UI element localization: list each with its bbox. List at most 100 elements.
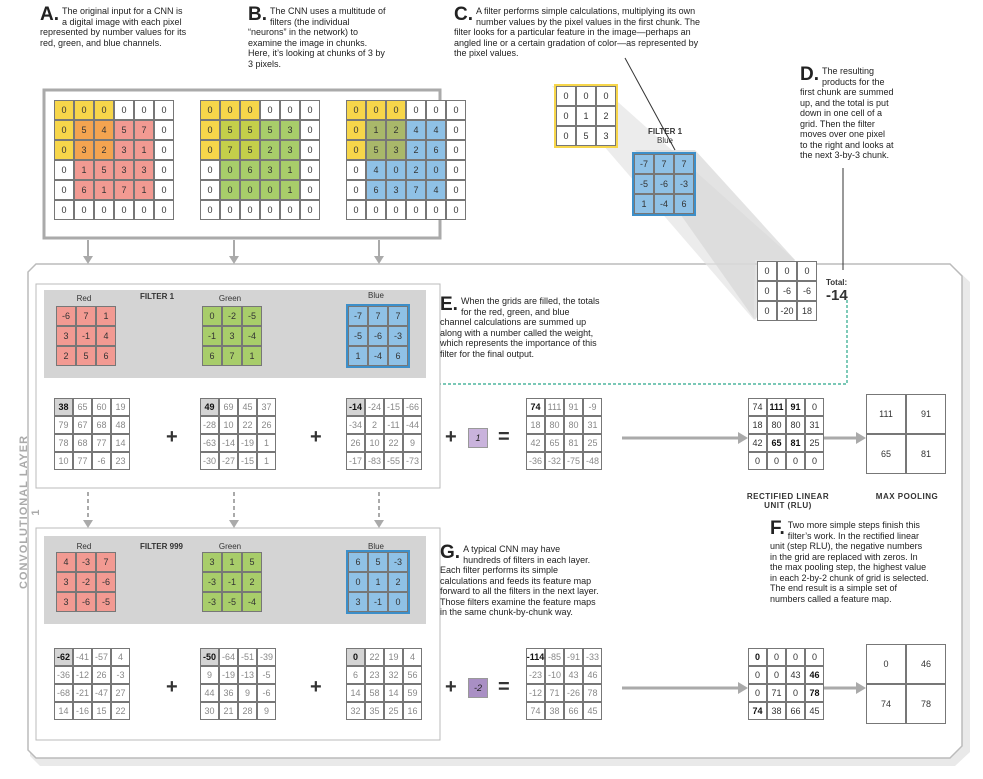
grid-cell: -13 [238,666,257,684]
grid-cell: 26 [257,416,276,434]
grid-cell: 0 [757,281,777,301]
grid-cell: 32 [346,702,365,720]
grid-cell: 0 [202,306,222,326]
grid-cell: 0 [346,100,366,120]
grid-cell: 3 [260,160,280,180]
grid-cell: -9 [583,398,602,416]
filter-green-grid: 0 -2 -5 -1 3 -4 6 7 1 [202,306,262,366]
grid-cell: 23 [365,666,384,684]
grid-cell: 22 [384,434,403,452]
plus-sign: + [166,426,178,448]
grid-cell: 1 [366,120,386,140]
grid-cell: 3 [56,592,76,612]
grid-cell: -6 [96,572,116,592]
grid-cell: -83 [365,452,384,470]
grid-cell: 0 [757,301,777,321]
grid-cell: -39 [257,648,276,666]
grid-cell: 0 [240,100,260,120]
grid-cell: 6 [202,346,222,366]
grid-cell: 81 [564,434,583,452]
grid-cell: 81 [786,434,805,452]
f1-red-label: Red [76,294,92,303]
grid-cell: -6 [797,281,817,301]
grid-cell: 0 [220,160,240,180]
grid-cell: 14 [384,684,403,702]
grid-cell: 80 [786,416,805,434]
grid-cell: 0 [300,180,320,200]
pool-label: MAX POOLING [875,492,939,501]
grid-cell: -64 [219,648,238,666]
grid-cell: 0 [748,666,767,684]
weight-box: 1 [468,428,488,448]
grid-cell: 14 [111,434,130,452]
grid-cell: 0 [386,200,406,220]
grid-cell: -3 [674,174,694,194]
grid-cell: 71 [545,684,564,702]
products-grid: 0 0 0 0 -6 -6 0 -20 18 [757,261,817,321]
grid-cell: 2 [406,140,426,160]
grid-cell: 5 [368,552,388,572]
grid-cell: 0 [426,100,446,120]
grid-cell: 111 [866,394,906,434]
grid-cell: 4 [426,120,446,140]
grid-cell: 36 [219,684,238,702]
grid-cell: -73 [403,452,422,470]
grid-cell: -34 [346,416,365,434]
grid-cell: -57 [92,648,111,666]
grid-cell: 7 [96,552,116,572]
grid-cell: 0 [446,160,466,180]
grid-cell: 38 [54,398,73,416]
weight-box: -2 [468,678,488,698]
grid-cell: 1 [94,180,114,200]
grid-cell: 65 [767,434,786,452]
grid-cell: 74 [526,398,545,416]
grid-cell: -5 [348,326,368,346]
grid-cell: 4 [366,160,386,180]
grid-cell: 79 [54,416,73,434]
grid-cell: 7 [406,180,426,200]
grid-cell: 46 [805,666,824,684]
grid-cell: 2 [596,106,616,126]
grid-cell: 43 [564,666,583,684]
grid-cell: -3 [202,572,222,592]
filter-green-grid: 3 1 5 -3 -1 2 -3 -5 -4 [202,552,262,612]
grid-cell: -63 [200,434,219,452]
grid-cell: 60 [92,398,111,416]
grid-cell: 74 [748,398,767,416]
grid-cell: 0 [200,100,220,120]
grid-cell: 5 [220,120,240,140]
grid-cell: -21 [73,684,92,702]
plus-sign: + [166,676,178,698]
grid-cell: 38 [767,702,786,720]
grid-cell: -30 [200,452,219,470]
grid-cell: 0 [94,200,114,220]
grid-cell: 7 [134,120,154,140]
grid-cell: 4 [111,648,130,666]
grid-cell: -66 [403,398,422,416]
grid-cell: 3 [114,160,134,180]
rlu-label: RECTIFIED LINEAR UNIT (RLU) [746,492,830,510]
red-output-grid: 38 65 60 19 79 67 68 48 78 68 77 14 10 77 -6 23 [54,398,130,470]
grid-cell: 6 [74,180,94,200]
grid-cell: 6 [366,180,386,200]
grid-cell: 7 [368,306,388,326]
grid-cell: 0 [240,200,260,220]
grid-cell: 3 [348,592,368,612]
grid-cell: 0 [134,200,154,220]
grid-cell: 37 [257,398,276,416]
grid-cell: -5 [242,306,262,326]
grid-cell: -6 [368,326,388,346]
grid-cell: -36 [526,452,545,470]
filter1-detail-label: FILTER 1 Blue [647,127,683,145]
grid-cell: 9 [257,702,276,720]
grid-cell: 3 [56,326,76,346]
grid-cell: 3 [386,180,406,200]
pool-grid: 111 91 65 81 [866,394,946,474]
grid-cell: -3 [388,552,408,572]
grid-cell: 3 [596,126,616,146]
grid-cell: 65 [545,434,564,452]
f999-blue-label: Blue [367,542,384,551]
grid-cell: 0 [260,180,280,200]
grid-cell: 0 [805,648,824,666]
